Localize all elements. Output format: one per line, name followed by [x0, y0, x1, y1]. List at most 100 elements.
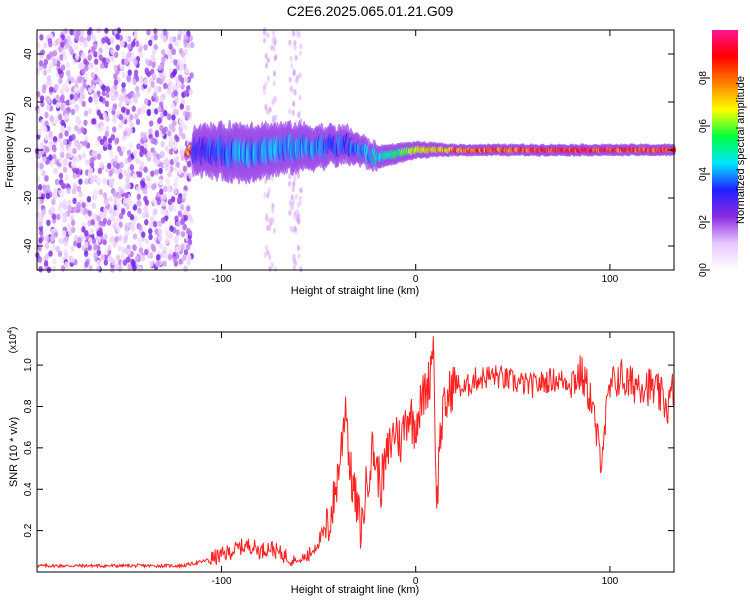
y-tick-label: -20	[23, 190, 34, 205]
heatmap-speckle	[297, 112, 301, 119]
heatmap-speckle	[89, 177, 95, 185]
heatmap-speckle	[267, 187, 271, 194]
heatmap-speckle	[63, 113, 69, 120]
x-tick-label: 100	[602, 576, 619, 587]
heatmap-speckle	[125, 113, 130, 121]
heatmap-speckle	[118, 96, 124, 103]
heatmap-speckle	[288, 108, 292, 115]
heatmap-speckle	[172, 256, 177, 263]
heatmap-speckle	[159, 188, 164, 195]
heatmap-speckle	[298, 199, 303, 206]
heatmap-speckle	[76, 201, 82, 209]
heatmap-speckle	[184, 67, 190, 75]
heatmap-speckle	[43, 58, 49, 66]
heatmap-speckle	[64, 174, 69, 181]
heatmap-speckle	[51, 265, 57, 273]
heatmap-speckle	[45, 192, 51, 200]
heatmap-speckle	[176, 220, 181, 228]
heatmap-speckle	[297, 252, 301, 259]
heatmap-speckle	[135, 118, 141, 126]
heatmap-speckle	[121, 106, 126, 113]
heatmap-speckle	[72, 172, 77, 179]
y-tick-label: 0.6	[23, 440, 34, 454]
heatmap-speckle	[185, 111, 190, 119]
heatmap-speckle	[127, 69, 132, 76]
spectrogram-x-label: Height of straight line (km)	[291, 285, 419, 297]
heatmap-speckle	[38, 266, 43, 273]
heatmap-speckle	[96, 176, 101, 184]
heatmap-speckle	[116, 197, 121, 204]
heatmap-speckle	[177, 210, 183, 217]
heatmap-speckle	[144, 248, 149, 256]
heatmap-speckle	[181, 193, 187, 200]
heatmap-speckle	[74, 53, 80, 60]
heatmap-speckle	[169, 225, 174, 232]
heatmap-speckle	[44, 134, 49, 141]
heatmap-speckle	[72, 197, 77, 205]
heatmap-speckle	[296, 31, 300, 38]
colorbar-tick-label: 0.2	[698, 215, 709, 229]
heatmap-speckle	[272, 29, 276, 36]
heatmap-speckle	[148, 233, 153, 241]
heatmap-speckle	[132, 233, 138, 240]
heatmap-speckle	[139, 165, 144, 172]
heatmap-speckle	[124, 58, 129, 65]
heatmap-speckle	[110, 48, 115, 55]
heatmap-speckle	[116, 203, 121, 210]
y-tick-label: 20	[23, 96, 34, 108]
heatmap-speckle	[143, 166, 148, 173]
heatmap-speckle	[65, 99, 71, 106]
heatmap-speckle	[113, 73, 118, 80]
heatmap-speckle	[53, 118, 58, 125]
heatmap-speckle	[60, 126, 66, 133]
heatmap-speckle	[266, 192, 270, 199]
heatmap-speckle	[142, 148, 148, 155]
heatmap-speckle	[294, 193, 298, 200]
heatmap-speckle	[127, 210, 132, 218]
snr-scale-close: )	[8, 327, 19, 330]
heatmap-speckle	[93, 98, 99, 105]
snr-series-line	[36, 336, 675, 570]
heatmap-speckle	[59, 141, 65, 149]
heatmap-speckle	[127, 51, 132, 58]
heatmap-speckle	[70, 76, 75, 83]
heatmap-speckle	[143, 44, 148, 51]
heatmap-speckle	[149, 107, 155, 115]
colorbar-gradient	[712, 30, 738, 270]
snr-panel: -100 0 100 0.2 0.4 0.6 0.8 1.0 Height of strai…	[7, 327, 675, 596]
heatmap-speckle	[127, 43, 132, 50]
heatmap-speckle	[58, 77, 63, 85]
heatmap-speckle	[159, 95, 165, 102]
heatmap-speckle	[104, 130, 110, 138]
heatmap-speckle	[83, 119, 88, 126]
heatmap-speckle	[45, 104, 51, 111]
heatmap-speckle	[75, 168, 80, 175]
heatmap-speckle	[172, 83, 178, 91]
heatmap-speckle	[107, 244, 112, 251]
heatmap-speckle	[102, 112, 107, 119]
heatmap-speckle	[44, 175, 49, 182]
heatmap-speckle	[52, 98, 57, 105]
heatmap-speckle	[76, 29, 81, 37]
heatmap-speckle	[150, 183, 156, 191]
heatmap-speckle	[265, 212, 269, 219]
heatmap-speckle	[101, 37, 106, 44]
heatmap-speckle	[35, 176, 41, 183]
heatmap-speckle	[158, 178, 164, 186]
heatmap-speckle	[88, 167, 94, 174]
heatmap-speckle	[165, 231, 171, 238]
heatmap-speckle	[102, 192, 108, 199]
heatmap-speckle	[62, 198, 67, 206]
heatmap-speckle	[66, 125, 72, 133]
heatmap-speckle	[290, 62, 294, 69]
heatmap-speckle	[109, 236, 114, 244]
snr-plot-area	[37, 332, 674, 572]
heatmap-speckle	[171, 114, 176, 121]
heatmap-speckle	[266, 32, 270, 39]
heatmap-speckle	[121, 145, 126, 153]
heatmap-speckle	[292, 100, 296, 107]
heatmap-speckle	[292, 30, 296, 37]
heatmap-speckle	[144, 211, 150, 218]
heatmap-speckle	[54, 83, 59, 91]
heatmap-speckle	[47, 97, 52, 105]
